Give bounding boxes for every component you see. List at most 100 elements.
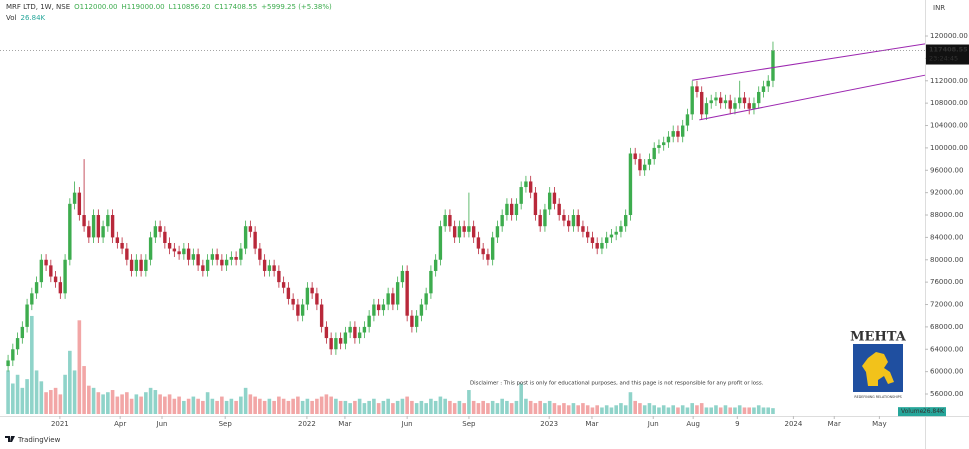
trend-line bbox=[692, 43, 926, 81]
volume-bar bbox=[666, 407, 671, 414]
volume-bar bbox=[514, 400, 519, 414]
candle-body bbox=[609, 234, 614, 238]
last-price-badge bbox=[926, 44, 969, 65]
volume-bar bbox=[486, 403, 490, 414]
candle-body bbox=[457, 226, 462, 238]
volume-bar bbox=[457, 400, 462, 414]
volume-bar bbox=[443, 398, 447, 414]
volume-bar bbox=[172, 398, 177, 414]
candle-body bbox=[547, 192, 552, 210]
candle-body bbox=[543, 209, 547, 227]
x-tick-label: Sep bbox=[462, 420, 476, 428]
volume-bar bbox=[538, 400, 542, 414]
volume-bar bbox=[300, 400, 305, 414]
candle-body bbox=[310, 287, 314, 294]
volume-bar bbox=[481, 400, 485, 414]
volume-badge-value: 26.84K bbox=[923, 408, 945, 415]
volume-bar bbox=[281, 398, 286, 414]
candle-body bbox=[186, 248, 191, 260]
candle-body bbox=[177, 251, 181, 255]
volume-bar bbox=[571, 403, 576, 414]
volume-bar bbox=[58, 394, 63, 414]
x-tick-label: Mar bbox=[828, 420, 841, 428]
volume-bar bbox=[72, 370, 77, 414]
candle-body bbox=[690, 86, 694, 115]
candle-body bbox=[139, 259, 143, 271]
candle-body bbox=[15, 338, 20, 350]
volume-bar bbox=[243, 387, 248, 414]
candle-body bbox=[196, 254, 200, 266]
candle-body bbox=[742, 97, 747, 104]
candle-body bbox=[158, 226, 162, 232]
x-tick-label: Mar bbox=[585, 420, 598, 428]
y-tick-label: 64000.00 bbox=[930, 345, 963, 353]
volume-bar bbox=[20, 387, 25, 414]
volume-bar bbox=[315, 398, 319, 414]
volume-bar bbox=[419, 400, 424, 414]
candle-body bbox=[719, 97, 723, 104]
volume-bar bbox=[224, 400, 229, 414]
candle-body bbox=[391, 293, 395, 305]
candle-body bbox=[253, 231, 257, 249]
candle-body bbox=[286, 287, 291, 299]
volume-bar bbox=[652, 405, 656, 414]
candle-body bbox=[376, 304, 381, 311]
volume-bar bbox=[642, 405, 647, 414]
candle-body bbox=[167, 242, 172, 249]
candle-body bbox=[738, 97, 742, 104]
candle-body bbox=[566, 220, 571, 227]
candle-body bbox=[258, 248, 262, 260]
volume-bar bbox=[414, 403, 419, 414]
volume-bar bbox=[291, 398, 295, 414]
volume-bar bbox=[704, 407, 709, 414]
candle-body bbox=[91, 215, 96, 238]
volume-bar bbox=[329, 396, 333, 414]
x-tick-label: Jun bbox=[156, 420, 168, 428]
y-tick-label: 88000.00 bbox=[930, 211, 963, 219]
volume-bar bbox=[134, 394, 139, 414]
volume-bar bbox=[91, 387, 96, 414]
candle-body bbox=[448, 215, 452, 227]
candle-body bbox=[281, 282, 286, 288]
volume-bar bbox=[296, 396, 300, 414]
volume-bar bbox=[623, 405, 628, 414]
volume-bar bbox=[471, 400, 476, 414]
volume-bar bbox=[11, 383, 15, 414]
trend-line bbox=[699, 74, 926, 121]
candle-body bbox=[433, 259, 438, 271]
candle-body bbox=[657, 145, 661, 148]
volume-bar bbox=[338, 400, 343, 414]
candle-body bbox=[381, 304, 386, 311]
candle-body bbox=[700, 91, 704, 115]
candle-body bbox=[300, 304, 305, 316]
volume-bar bbox=[595, 405, 599, 414]
volume-bar bbox=[229, 398, 234, 414]
candle-body bbox=[771, 50, 775, 81]
candle-body bbox=[552, 192, 557, 204]
volume-bar bbox=[210, 398, 215, 414]
volume-bar bbox=[77, 320, 82, 414]
volume-bar bbox=[519, 383, 523, 414]
volume-pane bbox=[6, 315, 775, 414]
candle-body bbox=[419, 304, 424, 316]
candle-body bbox=[604, 237, 609, 243]
volume-bar bbox=[376, 403, 381, 414]
volume-bar bbox=[253, 396, 257, 414]
candle-body bbox=[495, 226, 500, 238]
candle-body bbox=[505, 203, 509, 216]
volume-bar bbox=[495, 403, 500, 414]
volume-bar bbox=[756, 405, 761, 414]
volume-bar bbox=[543, 403, 547, 414]
candle-body bbox=[429, 270, 433, 294]
volume-bar bbox=[566, 405, 571, 414]
candle-body bbox=[524, 181, 528, 188]
volume-bar bbox=[528, 400, 533, 414]
volume-bar bbox=[25, 379, 29, 414]
candle-body bbox=[201, 265, 205, 271]
volume-bar bbox=[34, 370, 39, 414]
candle-body bbox=[438, 226, 443, 260]
candle-body bbox=[82, 215, 86, 227]
candle-body bbox=[39, 259, 44, 283]
candle-body bbox=[723, 100, 728, 104]
candle-body bbox=[628, 153, 633, 216]
